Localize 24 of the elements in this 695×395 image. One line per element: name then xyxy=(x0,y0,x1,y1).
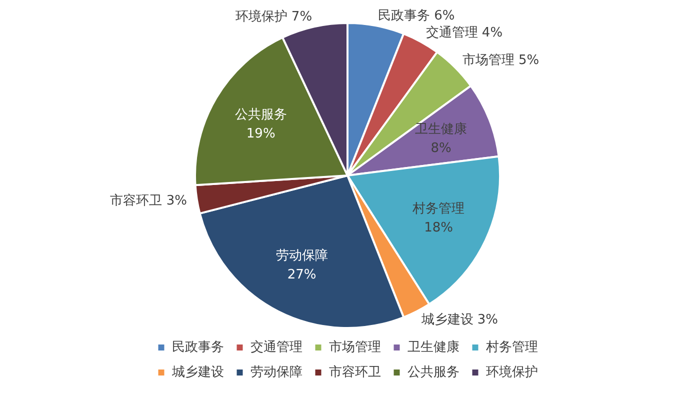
legend-label: 公共服务 xyxy=(407,364,460,380)
data-label: 27% xyxy=(287,268,316,283)
category-label: 城乡建设 3% xyxy=(421,312,498,328)
legend-label: 城乡建设 xyxy=(170,364,224,380)
legend-label: 劳动保障 xyxy=(250,364,302,380)
category-label: 市容环卫 3% xyxy=(110,193,187,208)
legend-label: 市容环卫 xyxy=(328,364,381,380)
legend-label: 村务管理 xyxy=(484,340,538,355)
category-label: 环境保护 7% xyxy=(235,9,312,24)
legend-label: 交通管理 xyxy=(250,338,302,355)
category-label: 民政事务 6% xyxy=(378,8,455,24)
slice-label: 卫生健康 xyxy=(415,122,468,137)
data-label: 18% xyxy=(424,220,454,236)
data-label: 8% xyxy=(430,140,452,156)
category-label: 交通管理 4% xyxy=(426,25,503,40)
legend-label: 卫生健康 xyxy=(407,340,460,355)
legend-label: 民政事务 xyxy=(172,340,224,355)
slice-label: 村务管理 xyxy=(412,202,465,217)
legend-label: 市场管理 xyxy=(328,340,381,355)
legend-label: 环境保护 xyxy=(486,364,538,380)
category-label: 市场管理 5% xyxy=(462,52,540,68)
slice-label: 劳动保障 xyxy=(276,248,328,264)
slice-label: 公共服务 xyxy=(234,108,287,123)
data-label: 19% xyxy=(246,126,276,142)
